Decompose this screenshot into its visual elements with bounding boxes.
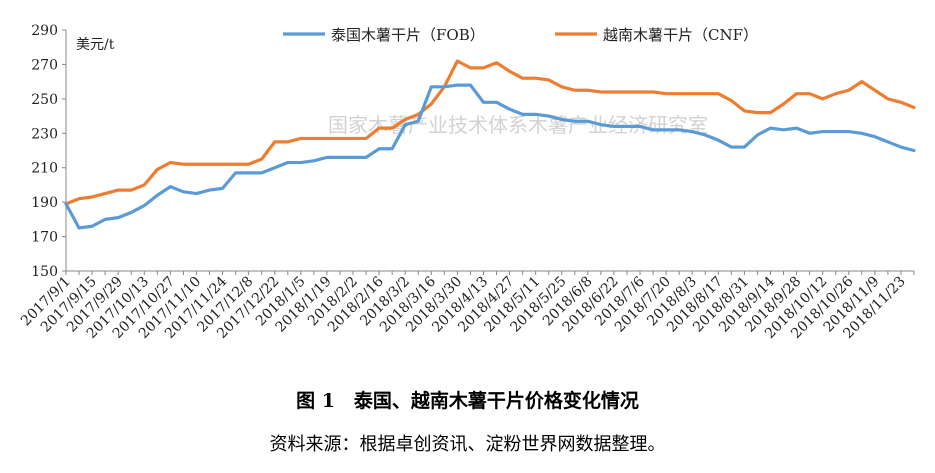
legend-item-vietnam-cnf: 越南木薯干片（CNF） [555,26,758,44]
figure-caption: 图 1 泰国、越南木薯干片价格变化情况 [296,390,639,412]
y-unit-label: 美元/t [76,37,115,53]
y-tick-label: 170 [31,230,58,246]
y-tick-label: 190 [31,195,58,211]
y-tick-label: 250 [31,92,58,108]
series-layer [64,59,916,230]
legend-label: 泰国木薯干片（FOB） [331,26,485,44]
y-tick-label: 290 [31,23,58,39]
y-tick-label: 270 [31,57,58,73]
series-line-vietnam-cnf [64,59,916,206]
y-tick-label: 230 [31,126,58,142]
legend: 泰国木薯干片（FOB） 越南木薯干片（CNF） [283,26,758,44]
legend-item-thai-fob: 泰国木薯干片（FOB） [283,26,485,44]
y-tick-label: 210 [31,161,58,177]
data-source-note: 资料来源：根据卓创资讯、淀粉世界网数据整理。 [269,434,666,455]
legend-label: 越南木薯干片（CNF） [603,26,758,44]
watermark-text: 国家木薯产业技术体系木薯产业经济研究室 [328,113,708,137]
y-tick-label: 150 [31,264,58,280]
x-axis: 2017/9/12017/9/152017/9/292017/10/132017… [18,270,915,342]
line-chart: 150 170 190 210 230 250 270 290 2017/9/12017/9/… [18,23,916,342]
y-axis: 150 170 190 210 230 250 270 290 [31,23,67,280]
series-line-thai-fob [64,83,916,230]
